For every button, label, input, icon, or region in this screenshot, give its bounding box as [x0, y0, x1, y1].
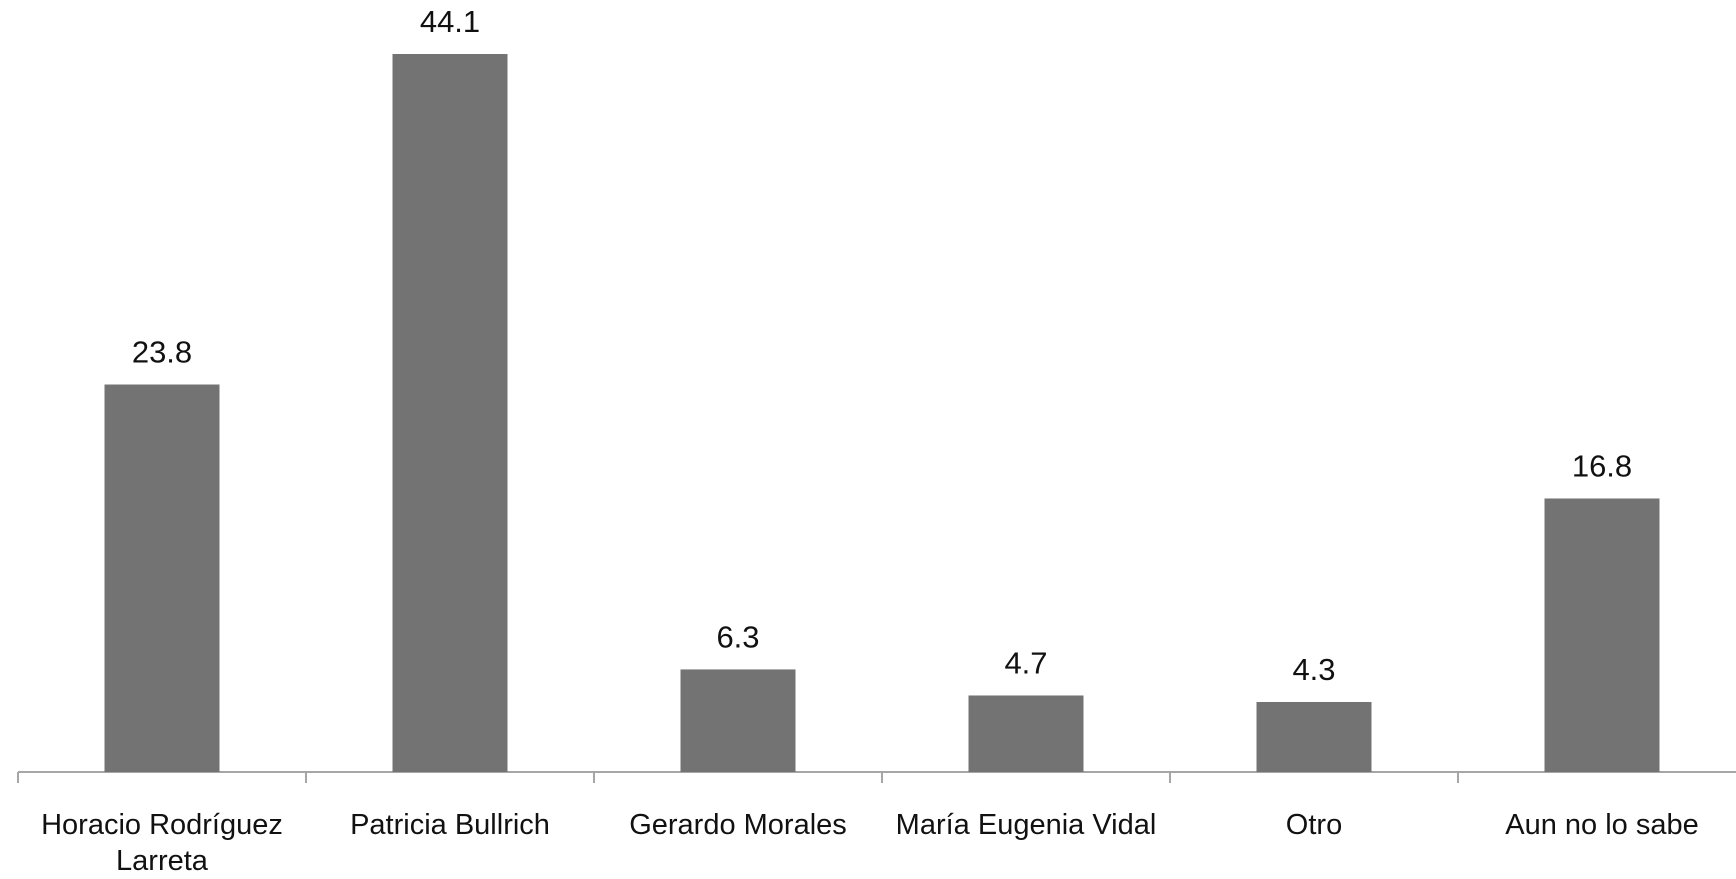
x-tick-label: Patricia Bullrich [350, 809, 550, 841]
value-label: 4.7 [1004, 646, 1047, 681]
value-label: 4.3 [1292, 652, 1335, 687]
bar [968, 695, 1084, 772]
x-tick-label: Otro [1285, 809, 1343, 841]
x-tick-label: Horacio Rodríguez Larreta [41, 809, 283, 877]
x-tick-label: María Eugenia Vidal [895, 809, 1157, 841]
x-tick-label: Aun no lo sabe [1505, 809, 1699, 841]
x-tick-label: Gerardo Morales [629, 809, 847, 841]
bar [1256, 701, 1372, 772]
bar [1544, 498, 1660, 772]
value-label: 16.8 [1572, 449, 1632, 484]
value-label: 23.8 [132, 335, 192, 370]
bar [104, 384, 220, 772]
value-label: 44.1 [420, 4, 480, 39]
value-label: 6.3 [716, 620, 759, 655]
bar [680, 669, 796, 772]
bar [392, 54, 508, 772]
